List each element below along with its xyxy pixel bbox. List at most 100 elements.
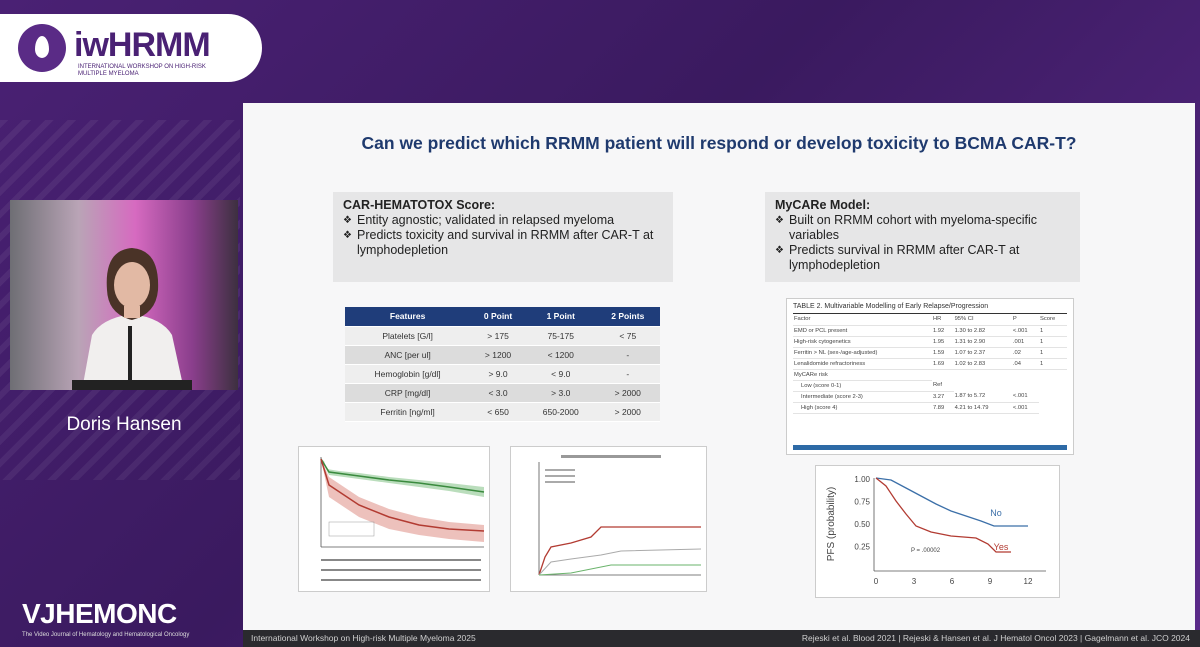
bullet: Built on RRMM cohort with myeloma-specif… <box>775 213 1070 243</box>
table-cell: 1 <box>1039 358 1067 370</box>
header-cell: Factor <box>793 314 932 326</box>
logo-brand: iwHRMM <box>74 26 211 64</box>
table-cell: > 2000 <box>595 402 660 422</box>
table-cell: Platelets [G/l] <box>345 326 471 346</box>
table-cell: 75-175 <box>525 326 596 346</box>
table-cell: CRP [mg/dl] <box>345 383 471 403</box>
table-cell: ANC [per ul] <box>345 345 471 365</box>
table-row: Low (score 0-1) Ref <box>793 380 1067 392</box>
hematotox-box: CAR-HEMATOTOX Score:Entity agnostic; val… <box>333 192 673 282</box>
channel-brand: VJHEMONC <box>22 598 177 629</box>
bullet: Predicts toxicity and survival in RRMM a… <box>343 228 663 258</box>
table-cell: > 175 <box>470 326 526 346</box>
table-cell: 1 <box>1039 347 1067 359</box>
x-tick-label: 12 <box>1024 577 1033 586</box>
table-row: Hemoglobin [g/dl] > 9.0 < 9.0- <box>345 364 660 384</box>
table-cell: 1.59 <box>931 347 954 359</box>
table-row: Ferritin [ng/ml] < 650 650-2000 > 2000 <box>345 402 660 422</box>
slide: Can we predict which RRMM patient will r… <box>243 103 1195 630</box>
y-tick-label: 1.00 <box>854 475 870 484</box>
curve-label: Yes <box>994 542 1009 552</box>
p-value: P = .00002 <box>911 548 941 554</box>
pfs-graphic: 1.00 0.75 0.50 0.25 0 3 6 9 12 PFS (probability) N… <box>826 475 1046 586</box>
table-row: High-risk cytogenetics 1.95 1.31 to 2.90.0… <box>793 336 1067 348</box>
y-tick-label: 0.50 <box>854 520 870 529</box>
header-cell: Score <box>1039 314 1067 326</box>
km-plot-graphic <box>320 457 485 581</box>
table-cell: MyCARe risk <box>793 369 932 381</box>
table-cell: .02 <box>1011 347 1040 359</box>
hematotox-table: Features 0 Point 1 Point 2 Points Platelets … <box>345 307 660 422</box>
table-caption: TABLE 2. Multivariable Modelling of Earl… <box>793 303 1067 314</box>
speaker-name: Doris Hansen <box>66 414 182 435</box>
table-cell: 3.27 <box>931 391 954 403</box>
table-cell: 7.89 <box>931 402 954 414</box>
y-tick-label: 0.25 <box>854 543 870 552</box>
header-cell: 2 Points <box>595 307 660 327</box>
channel-tagline: The Video Journal of Hematology and Hema… <box>22 632 190 638</box>
table-cell: 1.87 to 5.72 <box>953 391 1012 403</box>
speaker-figure <box>72 248 192 390</box>
table-cell: Ferritin > NL (sex-/age-adjusted) <box>793 347 932 359</box>
table-cell: < 3.0 <box>470 383 526 403</box>
table-cell: .001 <box>1011 336 1040 348</box>
pfs-plot: 1.00 0.75 0.50 0.25 0 3 6 9 12 PFS (probability) N… <box>815 465 1060 598</box>
header-row: Factor HR 95% CI P Score <box>793 314 1067 326</box>
table-cell: <.001 <box>1011 325 1040 337</box>
table-row: CRP [mg/dl] < 3.0 > 3.0 > 2000 <box>345 383 660 403</box>
table-cell: 1 <box>1039 336 1067 348</box>
footer-event: International Workshop on High-risk Mult… <box>251 633 476 643</box>
table-cell: - <box>595 345 660 365</box>
table-bar <box>793 445 1067 450</box>
logo-tagline: INTERNATIONAL WORKSHOP ON HIGH-RISK MULT… <box>78 64 206 77</box>
table-row: MyCARe risk <box>793 369 1067 381</box>
table-cell: > 1200 <box>470 345 526 365</box>
table-cell: 1.92 <box>931 325 954 337</box>
table-cell: 1.31 to 2.90 <box>953 336 1012 348</box>
table-row: Intermediate (score 2-3) 3.27 1.87 to 5.72… <box>793 391 1067 403</box>
table-cell: 4.21 to 14.79 <box>953 402 1012 414</box>
x-tick-label: 6 <box>950 577 955 586</box>
header-cell: HR <box>931 314 954 326</box>
table-cell: 1.69 <box>931 358 954 370</box>
header-cell: P <box>1011 314 1040 326</box>
header-cell: 95% CI <box>953 314 1012 326</box>
table-row: Lenalidomide refractoriness 1.69 1.02 to 2… <box>793 358 1067 370</box>
table-row: ANC [per ul] > 1200 < 1200- <box>345 345 660 365</box>
table-row: Ferritin > NL (sex-/age-adjusted) 1.59 1.0… <box>793 347 1067 359</box>
bullet: Entity agnostic; validated in relapsed m… <box>343 213 663 228</box>
logo-icon <box>18 24 66 72</box>
table-cell: < 650 <box>470 402 526 422</box>
table-row: Platelets [G/l] > 175 75-175 < 75 <box>345 326 660 346</box>
header-cell: Features <box>345 307 471 327</box>
table-cell: > 2000 <box>595 383 660 403</box>
box-heading: MyCARe Model: <box>775 198 871 212</box>
table-cell: < 9.0 <box>525 364 596 384</box>
mycare-table: Factor HR 95% CI P Score EMD or PCL present 1.… <box>793 314 1067 414</box>
table-cell: .04 <box>1011 358 1040 370</box>
header-cell: 0 Point <box>470 307 526 327</box>
table-cell: Ferritin [ng/ml] <box>345 402 471 422</box>
table-cell: Low (score 0-1) <box>793 380 932 392</box>
cumulative-incidence-graphic <box>538 455 702 576</box>
table-cell: > 9.0 <box>470 364 526 384</box>
x-tick-label: 9 <box>988 577 993 586</box>
table-cell: High-risk cytogenetics <box>793 336 932 348</box>
table-cell: 1.02 to 2.83 <box>953 358 1012 370</box>
table-cell: 1.07 to 2.37 <box>953 347 1012 359</box>
header-row: Features 0 Point 1 Point 2 Points <box>345 307 660 327</box>
table-cell: < 1200 <box>525 345 596 365</box>
mycare-table-figure: TABLE 2. Multivariable Modelling of Earl… <box>786 298 1074 455</box>
table-cell: > 3.0 <box>525 383 596 403</box>
table-cell: EMD or PCL present <box>793 325 932 337</box>
table-cell: Hemoglobin [g/dl] <box>345 364 471 384</box>
y-axis-label: PFS (probability) <box>826 487 837 561</box>
mycare-box: MyCARe Model:Built on RRMM cohort with m… <box>765 192 1080 282</box>
table-cell: 1 <box>1039 325 1067 337</box>
table-cell: Intermediate (score 2-3) <box>793 391 932 403</box>
table-row: High (score 4) 7.89 4.21 to 14.79 <.001 <box>793 402 1067 414</box>
event-logo: iwHRMM INTERNATIONAL WORKSHOP ON HIGH-RI… <box>0 14 262 82</box>
table-cell: High (score 4) <box>793 402 932 414</box>
x-tick-label: 0 <box>874 577 879 586</box>
table-cell: Lenalidomide refractoriness <box>793 358 932 370</box>
